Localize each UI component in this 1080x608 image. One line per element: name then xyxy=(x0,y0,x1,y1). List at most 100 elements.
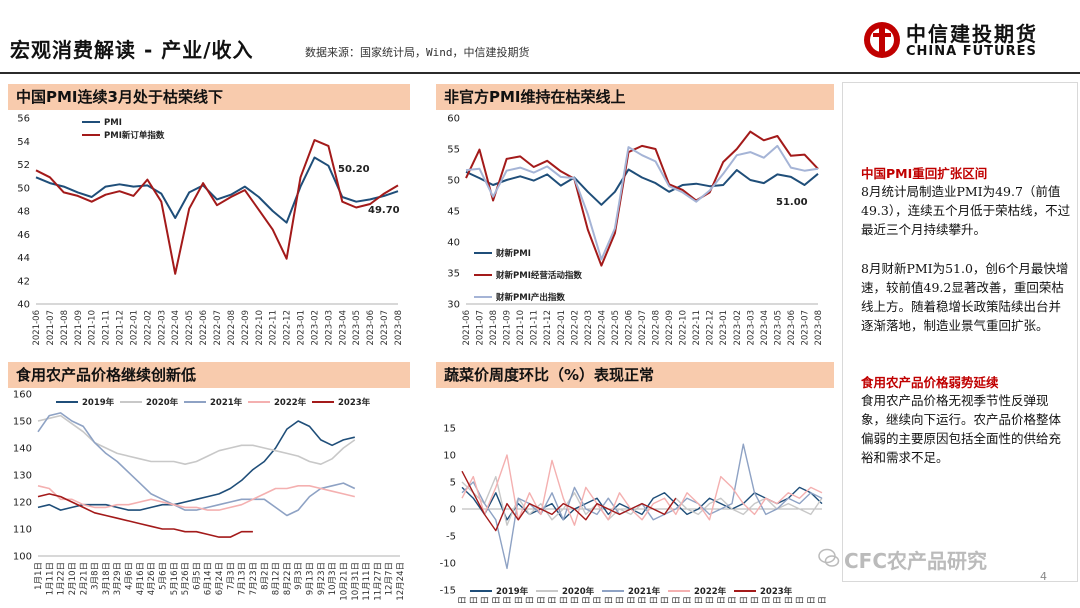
y-tick-label: -5 xyxy=(446,532,456,543)
data-label: 51.00 xyxy=(776,197,808,208)
x-tick-label: 3月8日 xyxy=(91,562,101,590)
x-tick-label: 2022-06 xyxy=(624,310,634,346)
series-line-2-4 xyxy=(37,493,253,538)
chart-official-pmi: 40 42 44 46 48 50 52 54 56 2021-06 2021-07 2021-08 2… xyxy=(17,114,404,346)
x-tick-label: 2023-02 xyxy=(310,310,320,346)
x-tick-label: 5月26日 xyxy=(181,562,191,595)
x-tick-label: 9月23日 xyxy=(317,562,327,595)
x-tick-label: 2022-02 xyxy=(570,310,580,346)
x-tick-label: 4月6日 xyxy=(125,562,135,590)
commentary-text-pmi-official: 8月统计局制造业PMI为49.7（前值49.3），连续五个月低于荣枯线，不过最近… xyxy=(861,184,1071,237)
y-tick-label: 44 xyxy=(17,253,30,264)
commentary-panel: 中国PMI重回扩张区间 8月统计局制造业PMI为49.7（前值49.3），连续五… xyxy=(842,82,1078,582)
y-tick-label: 40 xyxy=(447,238,460,249)
legend-label: 2020年 xyxy=(562,586,595,597)
series-line-3-3 xyxy=(461,454,823,526)
x-tick-label: 2021-06 xyxy=(32,310,42,346)
logo-chinese-name: 中信建投期货 xyxy=(906,22,1038,46)
x-tick-label: 11月27日 xyxy=(796,596,806,604)
x-tick-label: 2022-01 xyxy=(129,310,139,346)
y-tick-label: 5 xyxy=(450,478,456,489)
x-tick-label: 2021-09 xyxy=(74,310,84,346)
x-tick-label: 2022-09 xyxy=(665,310,675,346)
series-line-2-1 xyxy=(37,414,356,465)
x-tick-label: 2023-07 xyxy=(380,310,390,346)
commentary-heading-agri: 食用农产品价格弱势延续 xyxy=(861,375,999,390)
x-tick-label: 8月12日 xyxy=(272,562,282,595)
x-tick-label: 3月18日 xyxy=(102,562,112,595)
x-tick-label: 8月2日 xyxy=(260,562,270,590)
watermark: CFC农产品研究 xyxy=(818,545,1048,575)
x-tick-label: 8月22日 xyxy=(283,562,293,595)
y-tick-label: 52 xyxy=(17,160,30,171)
x-tick-label: 3月18日 xyxy=(526,596,536,604)
y-tick-label: 150 xyxy=(13,417,32,428)
commentary-text-agri: 食用农产品价格无视季节性反弹现象，继续向下运行。农产品价格整体偏弱的主要原因包括… xyxy=(861,393,1062,465)
series-line-1-1 xyxy=(465,130,819,267)
x-tick-label: 5月6日 xyxy=(158,562,168,590)
x-tick-label: 2022-06 xyxy=(199,310,209,346)
x-tick-label: 2月10日 xyxy=(492,596,502,604)
x-tick-label: 2023-06 xyxy=(366,310,376,346)
x-tick-label: 10月21日 xyxy=(762,596,772,604)
x-tick-label: 2022-08 xyxy=(652,310,662,346)
commentary-heading-pmi: 中国PMI重回扩张区间 xyxy=(861,166,988,181)
y-tick-label: 35 xyxy=(447,269,460,280)
x-tick-label: 6月24日 xyxy=(215,562,225,595)
y-tick-label: 100 xyxy=(13,552,32,563)
x-tick-label: 2022-11 xyxy=(692,310,702,346)
x-tick-label: 2021-12 xyxy=(543,310,553,346)
series-line-3-1 xyxy=(461,475,823,526)
legend-label: 2023年 xyxy=(760,586,793,597)
x-tick-label: 6月14日 xyxy=(627,596,637,604)
x-tick-label: 7月23日 xyxy=(249,562,259,595)
x-tick-label: 2022-04 xyxy=(597,310,607,346)
x-tick-label: 3月29日 xyxy=(537,596,547,604)
x-tick-label: 1月1日 xyxy=(34,562,44,590)
y-tick-label: 46 xyxy=(17,230,30,241)
x-tick-label: 9月3日 xyxy=(294,562,304,590)
x-tick-label: 12月7日 xyxy=(385,562,395,595)
x-tick-label: 1月11日 xyxy=(469,596,479,604)
series-line-1-0 xyxy=(465,168,819,206)
x-tick-label: 4月16日 xyxy=(559,596,569,604)
series-line-0-1 xyxy=(35,139,399,275)
x-tick-label: 2月10日 xyxy=(68,562,78,595)
x-tick-label: 10月31日 xyxy=(773,596,783,604)
x-tick-label: 6月5日 xyxy=(616,596,626,604)
x-tick-label: 4月26日 xyxy=(147,562,157,595)
watermark-text: CFC农产品研究 xyxy=(844,549,988,573)
x-tick-label: 5月16日 xyxy=(593,596,603,604)
series-line-1-2 xyxy=(465,144,819,261)
legend-label: 2021年 xyxy=(210,397,243,408)
y-tick-label: -15 xyxy=(440,586,456,597)
data-label: 50.20 xyxy=(338,164,370,175)
x-tick-label: 3月8日 xyxy=(514,596,524,604)
x-tick-label: 2021-11 xyxy=(530,310,540,346)
x-tick-label: 2022-02 xyxy=(143,310,153,346)
x-tick-label: 2022-03 xyxy=(584,310,594,346)
y-tick-label: 55 xyxy=(447,145,460,156)
x-tick-label: 4月6日 xyxy=(548,596,558,604)
x-tick-label: 6月5日 xyxy=(192,562,202,590)
series-line-3-4 xyxy=(461,470,677,532)
x-tick-label: 2022-01 xyxy=(557,310,567,346)
y-tick-label: -10 xyxy=(440,559,456,570)
logo-english-name: CHINA FUTURES xyxy=(906,44,1037,59)
x-tick-label: 7月3日 xyxy=(226,562,236,590)
y-tick-label: 110 xyxy=(13,525,32,536)
x-tick-label: 2月21日 xyxy=(79,562,89,595)
series-line-3-0 xyxy=(461,486,823,521)
x-tick-label: 9月3日 xyxy=(717,596,727,604)
legend-label: 2019年 xyxy=(496,586,529,597)
y-tick-label: 120 xyxy=(13,498,32,509)
x-tick-label: 2021-08 xyxy=(60,310,70,346)
y-tick-label: 160 xyxy=(13,390,32,401)
x-tick-label: 7月23日 xyxy=(672,596,682,604)
chart-vegetable-wow: -15-10-50510151月1日1月11日1月22日2月10日2月21日3月… xyxy=(440,424,828,605)
y-tick-label: 60 xyxy=(447,114,460,125)
x-tick-label: 2021-07 xyxy=(476,310,486,346)
x-tick-label: 2021-12 xyxy=(116,310,126,346)
panel-title-vegetable: 蔬菜价周度环比（%）表现正常 xyxy=(436,362,834,388)
x-tick-label: 7月3日 xyxy=(649,596,659,604)
